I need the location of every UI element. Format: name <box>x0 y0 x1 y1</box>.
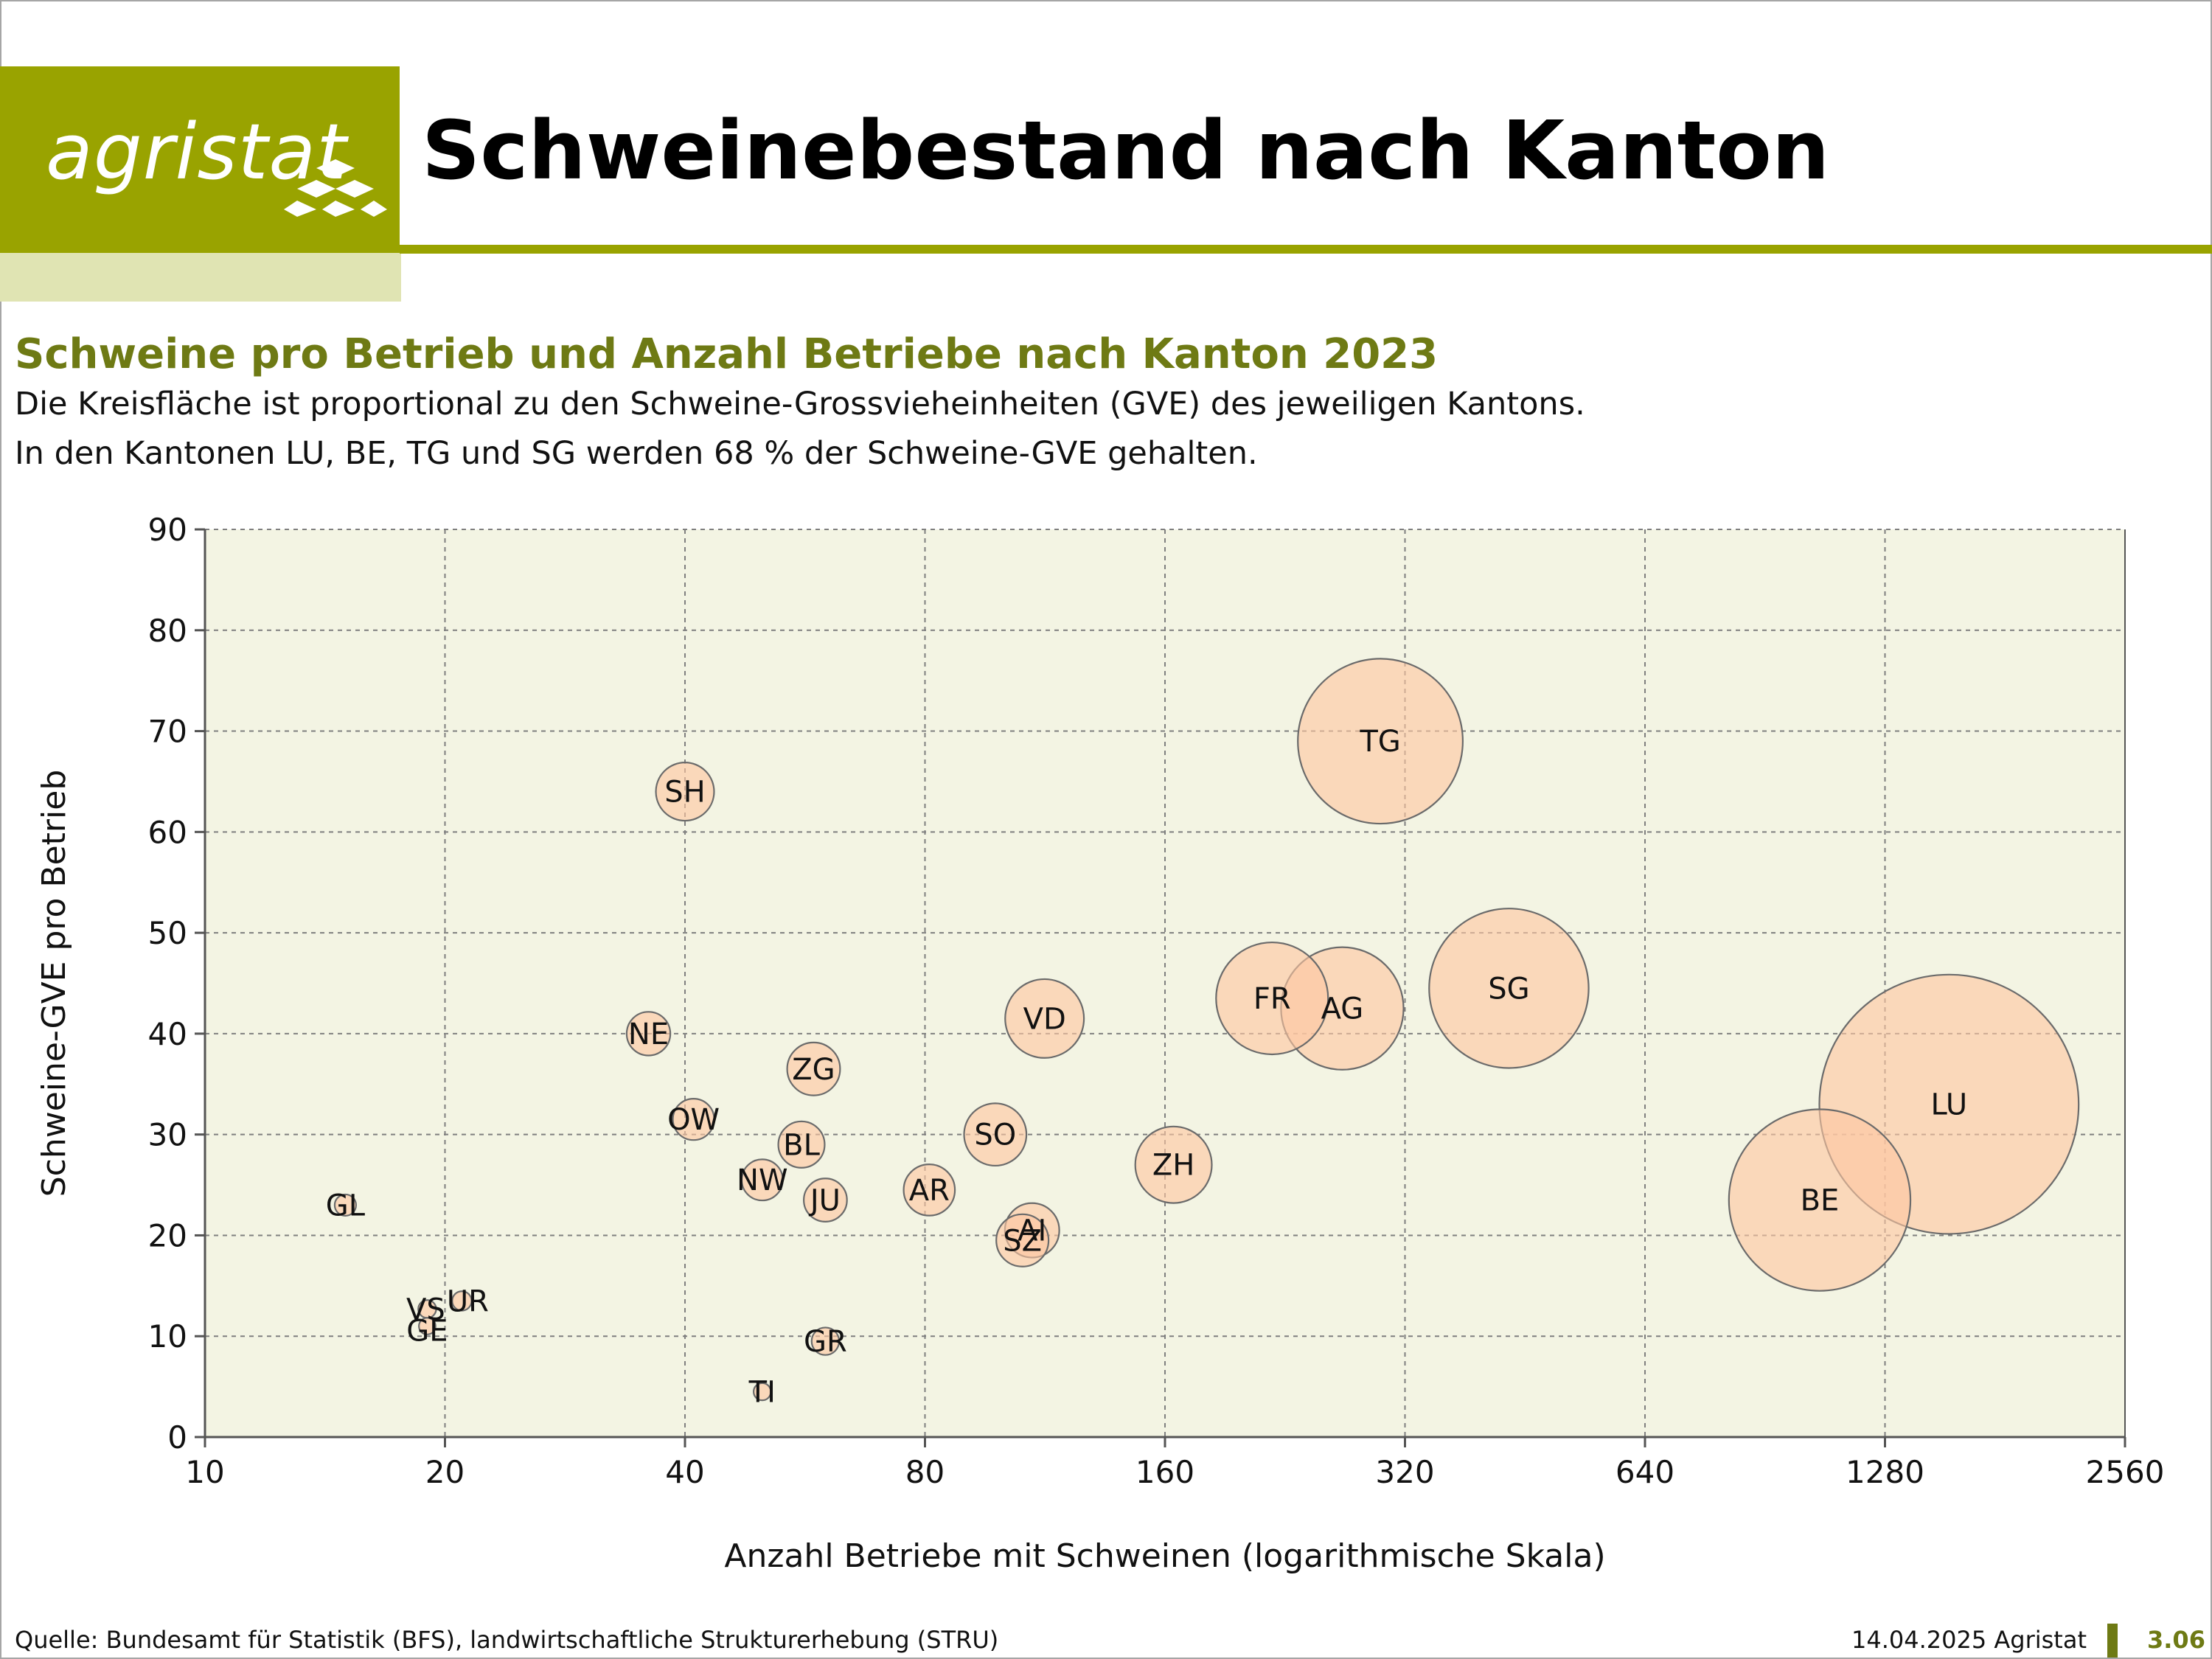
footer-divider <box>2107 1624 2118 1658</box>
bubble-ur <box>451 1290 473 1312</box>
bubble-label-bl: BL <box>783 1128 820 1162</box>
bubble-sh <box>655 762 715 822</box>
x-tick-label: 20 <box>425 1454 465 1490</box>
x-tick-label: 640 <box>1615 1454 1674 1490</box>
page-title: Schweinebestand nach Kanton <box>422 103 1830 198</box>
x-tick-label: 80 <box>905 1454 945 1490</box>
bubble-label-sg: SG <box>1488 972 1529 1006</box>
y-tick-label: 40 <box>148 1016 187 1052</box>
bubble-fr <box>1215 941 1329 1056</box>
bubble-label-ge: GE <box>406 1315 448 1349</box>
y-tick-label: 30 <box>148 1117 187 1153</box>
bubble-nw <box>740 1158 784 1202</box>
bubble-label-vs: VS <box>406 1293 445 1326</box>
bubble-zh <box>1134 1125 1213 1204</box>
bubble-label-vd: VD <box>1023 1002 1066 1036</box>
bubble-so <box>963 1102 1028 1167</box>
bubble-label-sh: SH <box>664 776 705 810</box>
source-note: Quelle: Bundesamt für Statistik (BFS), l… <box>15 1626 999 1654</box>
agristat-logo-mark-icon <box>284 159 387 217</box>
chart-description-line-1: Die Kreisfläche ist proportional zu den … <box>15 386 1585 422</box>
x-axis-label: Anzahl Betriebe mit Schweinen (logarithm… <box>724 1537 1605 1575</box>
chart-title: Schweine pro Betrieb und Anzahl Betriebe… <box>15 330 1439 378</box>
bubble-label-ti: TI <box>748 1375 776 1409</box>
bubble-ow <box>672 1098 715 1141</box>
y-tick-label: 0 <box>167 1419 187 1455</box>
x-tick-label: 10 <box>185 1454 224 1490</box>
bubble-tg <box>1297 658 1464 825</box>
x-tick-label: 40 <box>665 1454 704 1490</box>
bubble-gl <box>333 1193 357 1217</box>
header-rule <box>400 245 2212 254</box>
bubble-zg <box>786 1041 841 1096</box>
bubble-label-ow: OW <box>667 1103 720 1137</box>
bubble-sg <box>1428 908 1590 1069</box>
bubble-label-ne: NE <box>628 1018 669 1051</box>
bubble-gr <box>810 1326 841 1356</box>
y-tick-label: 80 <box>148 613 187 649</box>
x-tick-label: 1280 <box>1846 1454 1924 1490</box>
bubble-label-ju: JU <box>808 1184 841 1218</box>
bubble-label-zg: ZG <box>792 1053 835 1087</box>
bubble-label-sz: SZ <box>1003 1224 1042 1258</box>
bubble-label-lu: LU <box>1931 1088 1968 1122</box>
y-tick-label: 20 <box>148 1217 187 1253</box>
bubble-ti <box>752 1382 772 1402</box>
bubble-ge <box>418 1317 437 1335</box>
x-tick-label: 160 <box>1135 1454 1194 1490</box>
bubble-label-be: BE <box>1801 1184 1840 1218</box>
bubble-ar <box>902 1164 956 1217</box>
bubble-be <box>1728 1108 1912 1292</box>
chart-description-line-2: In den Kantonen LU, BE, TG und SG werden… <box>15 435 1258 472</box>
y-tick-label: 70 <box>148 714 187 750</box>
bubble-sz <box>995 1213 1050 1267</box>
brand-banner-strip <box>0 253 401 302</box>
bubble-label-ar: AR <box>909 1174 950 1208</box>
bubble-label-ag: AG <box>1321 992 1364 1026</box>
y-tick-label: 10 <box>148 1318 187 1354</box>
x-tick-label: 320 <box>1375 1454 1434 1490</box>
bubble-ju <box>803 1178 848 1222</box>
y-tick-label: 60 <box>148 814 187 850</box>
y-axis-label: Schweine-GVE pro Betrieb <box>35 770 73 1197</box>
bubble-label-gr: GR <box>804 1325 847 1359</box>
bubble-label-fr: FR <box>1253 982 1291 1016</box>
y-tick-label: 50 <box>148 915 187 951</box>
bubble-ne <box>625 1011 672 1057</box>
footer-date: 14.04.2025 Agristat <box>1851 1626 2087 1654</box>
x-tick-label: 2560 <box>2086 1454 2165 1490</box>
bubble-label-ur: UR <box>447 1284 489 1318</box>
bubble-label-tg: TG <box>1359 725 1400 759</box>
bubble-bl <box>777 1120 826 1169</box>
brand-banner <box>0 66 400 253</box>
agristat-logo: agristat <box>46 107 347 197</box>
bubble-layer <box>333 658 2080 1402</box>
bubble-label-zh: ZH <box>1152 1149 1194 1183</box>
bubble-label-ai: AI <box>1018 1214 1046 1248</box>
bubble-label-nw: NW <box>737 1164 787 1197</box>
bubble-label-so: SO <box>974 1119 1016 1152</box>
bubble-vd <box>1004 978 1085 1059</box>
y-tick-label: 90 <box>148 512 187 548</box>
page-number: 3.06 <box>2147 1626 2205 1654</box>
bubble-label-gl: GL <box>326 1189 366 1222</box>
